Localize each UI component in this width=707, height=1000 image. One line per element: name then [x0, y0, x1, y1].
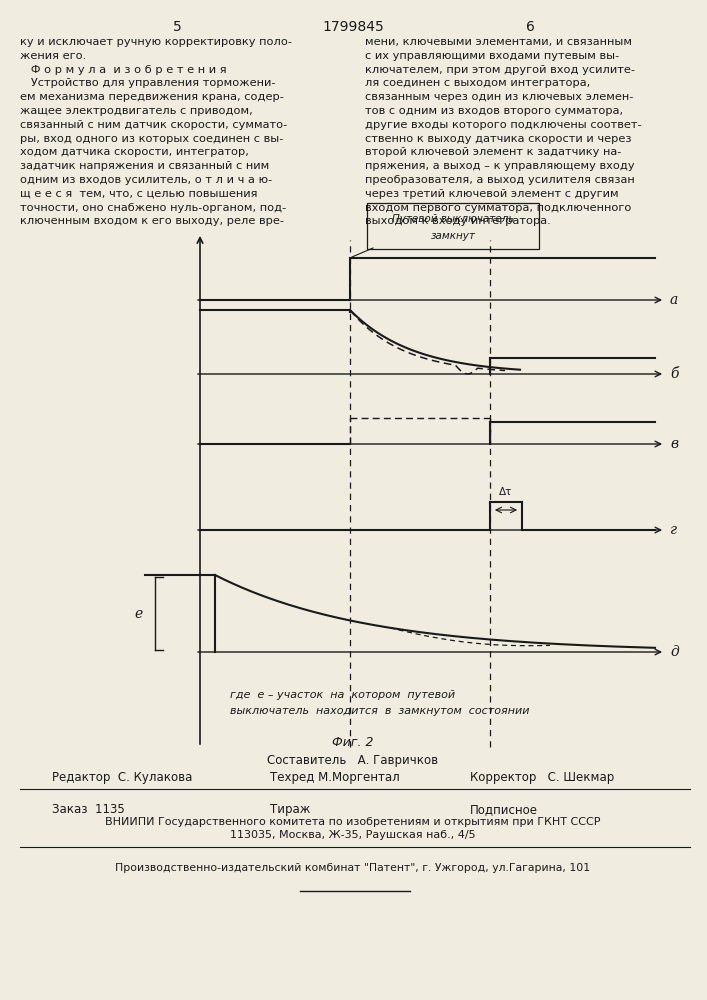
- Text: в: в: [670, 437, 678, 451]
- Text: замкнут: замкнут: [431, 231, 475, 241]
- Text: точности, оно снабжено нуль-органом, под-: точности, оно снабжено нуль-органом, под…: [20, 203, 286, 213]
- Text: с их управляющими входами путевым вы-: с их управляющими входами путевым вы-: [365, 51, 619, 61]
- Text: выходом к входу интегратора.: выходом к входу интегратора.: [365, 216, 551, 226]
- Text: Фиг. 2: Фиг. 2: [332, 736, 374, 749]
- Text: ВНИИПИ Государственного комитета по изобретениям и открытиям при ГКНТ СССР: ВНИИПИ Государственного комитета по изоб…: [105, 817, 601, 827]
- Text: 113035, Москва, Ж-35, Раушская наб., 4/5: 113035, Москва, Ж-35, Раушская наб., 4/5: [230, 830, 476, 840]
- Text: Редактор  С. Кулакова: Редактор С. Кулакова: [52, 771, 192, 784]
- FancyBboxPatch shape: [367, 203, 539, 249]
- Text: 5: 5: [173, 20, 182, 34]
- Text: ку и исключает ручную корректировку поло-: ку и исключает ручную корректировку поло…: [20, 37, 292, 47]
- Text: Подписное: Подписное: [470, 803, 538, 816]
- Text: Δτ: Δτ: [499, 487, 513, 497]
- Text: где  е – участок  на  котором  путевой: где е – участок на котором путевой: [230, 690, 455, 700]
- Text: щ е е с я  тем, что, с целью повышения: щ е е с я тем, что, с целью повышения: [20, 189, 257, 199]
- Text: д: д: [670, 645, 679, 659]
- Text: ля соединен с выходом интегратора,: ля соединен с выходом интегратора,: [365, 78, 590, 88]
- Text: через третий ключевой элемент с другим: через третий ключевой элемент с другим: [365, 189, 619, 199]
- Text: 6: 6: [525, 20, 534, 34]
- Text: Составитель   А. Гавричков: Составитель А. Гавричков: [267, 754, 438, 767]
- Text: пряжения, а выход – к управляющему входу: пряжения, а выход – к управляющему входу: [365, 161, 635, 171]
- Text: входом первого сумматора, подключенного: входом первого сумматора, подключенного: [365, 203, 631, 213]
- Text: Корректор   С. Шекмар: Корректор С. Шекмар: [470, 771, 614, 784]
- Text: е: е: [135, 606, 143, 620]
- Text: второй ключевой элемент к задатчику на-: второй ключевой элемент к задатчику на-: [365, 147, 621, 157]
- Text: тов с одним из входов второго сумматора,: тов с одним из входов второго сумматора,: [365, 106, 623, 116]
- Text: жащее электродвигатель с приводом,: жащее электродвигатель с приводом,: [20, 106, 252, 116]
- Text: ем механизма передвижения крана, содер-: ем механизма передвижения крана, содер-: [20, 92, 284, 102]
- Text: ры, вход одного из которых соединен с вы-: ры, вход одного из которых соединен с вы…: [20, 134, 284, 144]
- Text: жения его.: жения его.: [20, 51, 86, 61]
- Text: Техред М.Моргентал: Техред М.Моргентал: [270, 771, 399, 784]
- Text: Тираж: Тираж: [270, 803, 310, 816]
- Text: Устройство для управления торможени-: Устройство для управления торможени-: [20, 78, 276, 88]
- Text: преобразователя, а выход усилителя связан: преобразователя, а выход усилителя связа…: [365, 175, 635, 185]
- Text: ходом датчика скорости, интегратор,: ходом датчика скорости, интегратор,: [20, 147, 249, 157]
- Text: другие входы которого подключены соответ-: другие входы которого подключены соответ…: [365, 120, 642, 130]
- Text: мени, ключевыми элементами, и связанным: мени, ключевыми элементами, и связанным: [365, 37, 632, 47]
- Text: выключатель  находится  в  замкнутом  состоянии: выключатель находится в замкнутом состоя…: [230, 706, 530, 716]
- Text: г: г: [670, 523, 677, 537]
- Text: а: а: [670, 293, 678, 307]
- Text: одним из входов усилитель, о т л и ч а ю-: одним из входов усилитель, о т л и ч а ю…: [20, 175, 272, 185]
- Text: б: б: [670, 367, 679, 381]
- Text: Заказ  1135: Заказ 1135: [52, 803, 124, 816]
- Text: ключателем, при этом другой вход усилите-: ключателем, при этом другой вход усилите…: [365, 65, 635, 75]
- Text: связанный с ним датчик скорости, суммато-: связанный с ним датчик скорости, суммато…: [20, 120, 287, 130]
- Text: 1799845: 1799845: [322, 20, 384, 34]
- Text: ключенным входом к его выходу, реле вре-: ключенным входом к его выходу, реле вре-: [20, 216, 284, 226]
- Text: Ф о р м у л а  и з о б р е т е н и я: Ф о р м у л а и з о б р е т е н и я: [20, 65, 227, 75]
- Text: задатчик напряжения и связанный с ним: задатчик напряжения и связанный с ним: [20, 161, 269, 171]
- Text: Путевой выключатель: Путевой выключатель: [392, 214, 514, 224]
- Text: связанным через один из ключевых элемен-: связанным через один из ключевых элемен-: [365, 92, 633, 102]
- Text: Производственно-издательский комбинат "Патент", г. Ужгород, ул.Гагарина, 101: Производственно-издательский комбинат "П…: [115, 863, 590, 873]
- Text: ственно к выходу датчика скорости и через: ственно к выходу датчика скорости и чере…: [365, 134, 631, 144]
